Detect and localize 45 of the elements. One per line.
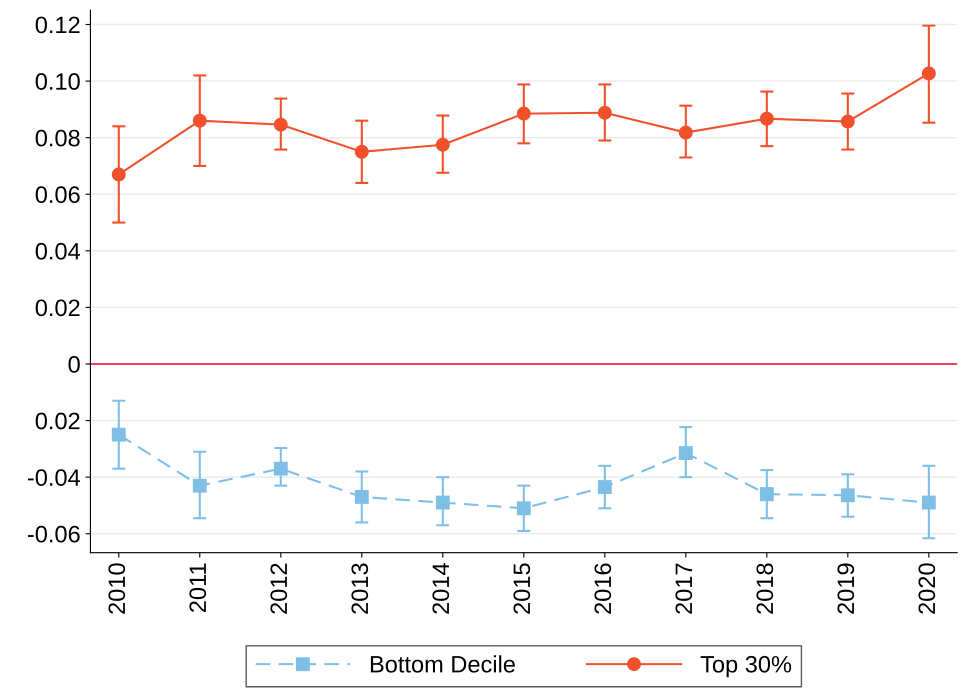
point — [840, 114, 855, 128]
x-tick-label: 2016 — [594, 563, 612, 614]
x-tick-label: 2018 — [756, 563, 774, 614]
y-tick-label: 0.12 — [36, 16, 80, 34]
y-tick-label: 0.08 — [36, 130, 80, 146]
y-tick-label: 0.02 — [36, 412, 80, 430]
y-tick-label: 0.06 — [36, 186, 80, 204]
legend-label: Bottom Decile — [370, 655, 515, 673]
y-tick-label: -0.06 — [28, 526, 80, 543]
point — [598, 480, 612, 494]
point — [354, 490, 369, 504]
x-tick-label: 2011 — [189, 564, 206, 612]
x-tick-label: 2010 — [108, 563, 126, 614]
point — [922, 66, 936, 80]
point — [760, 112, 774, 126]
point — [192, 114, 207, 128]
point — [840, 488, 855, 502]
point — [678, 446, 693, 460]
point — [598, 106, 612, 120]
x-tick-label: 2017 — [675, 564, 692, 614]
x-tick-label: 2020 — [918, 563, 936, 614]
legend-label: Top 30% — [700, 656, 792, 678]
point — [274, 118, 288, 132]
point — [516, 501, 531, 516]
point — [354, 144, 369, 159]
x-tick-label: 2015 — [513, 563, 530, 614]
point — [274, 462, 288, 476]
y-tick-label: 0.10 — [36, 73, 80, 90]
point — [516, 106, 531, 121]
y-tick-label: 0.02 — [36, 299, 80, 316]
x-tick-label: 2019 — [837, 564, 854, 614]
point — [678, 126, 693, 140]
y-tick-label: 0 — [68, 356, 80, 373]
x-tick-label: 2012 — [270, 564, 288, 614]
point — [112, 167, 126, 182]
y-tick-label: -0.04 — [28, 469, 80, 486]
x-tick-label: 2013 — [351, 563, 368, 614]
y-tick-label: 0.04 — [36, 242, 80, 260]
point — [436, 496, 450, 510]
point — [760, 487, 774, 502]
x-tick-label: 2014 — [432, 563, 450, 614]
point — [112, 428, 126, 442]
point — [436, 138, 450, 152]
point — [922, 496, 936, 510]
point — [192, 478, 207, 493]
